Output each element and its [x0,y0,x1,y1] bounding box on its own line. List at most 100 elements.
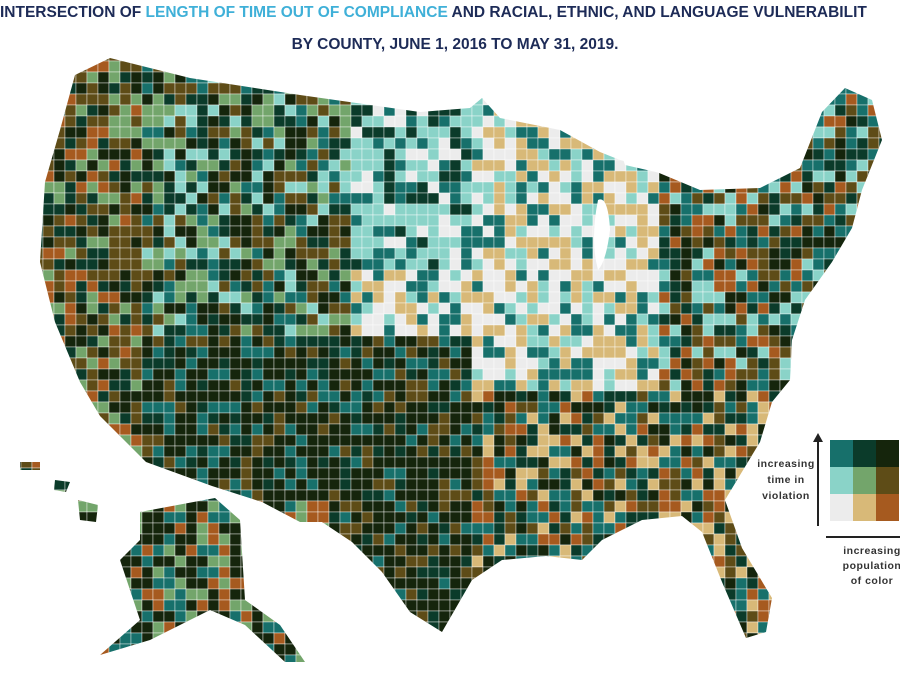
county [537,599,550,612]
county [526,93,539,106]
county [31,423,44,436]
county [614,632,627,645]
county [768,258,781,271]
county [240,346,253,359]
county [493,577,506,590]
county [339,159,352,172]
county [152,60,165,73]
county [97,203,110,216]
county [482,60,495,73]
county [515,467,528,480]
county [504,225,517,238]
county [493,610,506,623]
county [152,588,165,601]
county [196,159,209,172]
county [229,60,242,73]
county [405,60,418,73]
county [537,577,550,590]
county [53,302,66,315]
county [724,203,737,216]
county [460,577,473,590]
county [306,269,319,282]
county [537,621,550,634]
county [680,181,693,194]
county [53,423,66,436]
county [757,60,770,73]
county [284,346,297,359]
county [614,291,627,304]
county [383,170,396,183]
county [746,71,759,84]
county [416,181,429,194]
county [163,269,176,282]
county [504,214,517,227]
county [735,280,748,293]
county [185,58,198,62]
county [636,115,649,128]
county [471,423,484,436]
county [361,291,374,304]
county [274,666,285,675]
county [471,269,484,282]
county [647,93,660,106]
county [196,115,209,128]
county [647,302,660,315]
county [636,181,649,194]
county [482,577,495,590]
county [570,533,583,546]
county [196,357,209,370]
county [724,577,737,590]
county [372,544,385,557]
county [306,654,319,662]
county [658,423,671,436]
county [823,214,836,227]
county [504,159,517,172]
county [372,423,385,436]
county [581,412,594,425]
county [75,632,88,645]
county [746,313,759,326]
county [471,302,484,315]
county [119,500,132,513]
county [779,269,792,282]
county [449,181,462,194]
county [537,82,550,95]
county [471,401,484,414]
county [108,434,121,447]
county [493,225,506,238]
county [185,60,198,73]
county [119,346,132,359]
county [845,335,858,348]
county [119,181,132,194]
county [834,126,847,139]
county [471,335,484,348]
county [702,258,715,271]
county [328,269,341,282]
county [218,58,231,62]
county [229,115,242,128]
county [86,115,99,128]
county [571,666,582,675]
county [636,258,649,271]
county [207,115,220,128]
county [141,324,154,337]
county [625,577,638,590]
county [350,522,363,535]
county [207,269,220,282]
county [75,599,88,612]
county [603,368,616,381]
county [416,610,429,623]
county [713,445,726,458]
county [185,500,198,513]
county [185,555,198,568]
county [614,588,627,601]
county [218,577,231,590]
county [20,82,22,95]
county [328,170,341,183]
county [691,71,704,84]
county [130,577,143,590]
county [449,214,462,227]
county [801,423,814,436]
county [713,71,726,84]
county [42,192,55,205]
